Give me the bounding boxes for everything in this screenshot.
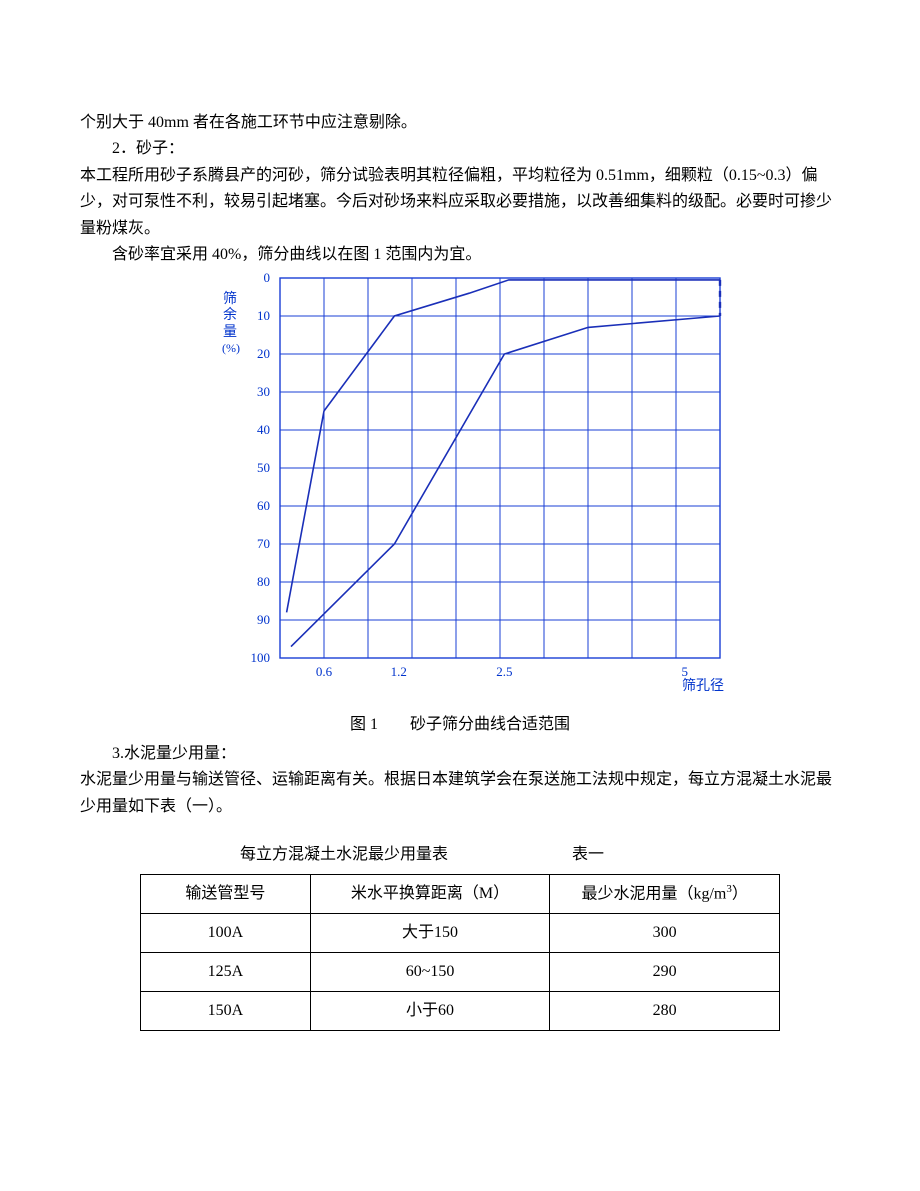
- svg-text:100: 100: [251, 650, 271, 665]
- table-header-cell: 米水平换算距离（M）: [310, 875, 550, 914]
- para-line4: 含砂率宜采用 40%，筛分曲线以在图 1 范围内为宜。: [80, 242, 840, 268]
- table-header-row: 输送管型号米水平换算距离（M）最少水泥用量（kg/m3）: [141, 875, 780, 914]
- svg-text:5: 5: [682, 664, 689, 679]
- sieve-chart: 筛 余 量 (%) 0 10 20 30 40 50 60 70 80 90 100 0.6 1.2 2.…: [160, 268, 760, 708]
- svg-text:50: 50: [257, 460, 270, 475]
- svg-text:1.2: 1.2: [391, 664, 407, 679]
- table-header-cell: 最少水泥用量（kg/m3）: [550, 875, 780, 914]
- svg-text:0: 0: [264, 270, 271, 285]
- para-line3: 本工程所用砂子系腾县产的河砂，筛分试验表明其粒径偏粗，平均粒径为 0.51mm，…: [80, 163, 840, 242]
- table-row: 150A小于60280: [141, 992, 780, 1031]
- svg-text:30: 30: [257, 384, 270, 399]
- table-body: 100A大于150300125A60~150290150A小于60280: [141, 914, 780, 1031]
- table-header-cell: 输送管型号: [141, 875, 311, 914]
- table-row: 125A60~150290: [141, 953, 780, 992]
- table-cell: 大于150: [310, 914, 550, 953]
- svg-text:0.6: 0.6: [316, 664, 333, 679]
- table-cell: 100A: [141, 914, 311, 953]
- para-line2: 2．砂子：: [80, 136, 840, 162]
- chart-y-axis-label: 筛 余 量 (%): [222, 292, 238, 356]
- svg-text:40: 40: [257, 422, 270, 437]
- svg-text:60: 60: [257, 498, 270, 513]
- section-3-heading: 3.水泥量少用量：: [80, 741, 840, 767]
- svg-text:90: 90: [257, 612, 270, 627]
- para-line1: 个别大于 40mm 者在各施工环节中应注意剔除。: [80, 110, 840, 136]
- table-cell: 150A: [141, 992, 311, 1031]
- para-3: 水泥量少用量与输送管径、运输距离有关。根据日本建筑学会在泵送施工法规中规定，每立…: [80, 767, 840, 820]
- table-cell: 小于60: [310, 992, 550, 1031]
- svg-text:80: 80: [257, 574, 270, 589]
- svg-text:70: 70: [257, 536, 270, 551]
- page: 个别大于 40mm 者在各施工环节中应注意剔除。 2．砂子： 本工程所用砂子系腾…: [0, 0, 920, 1191]
- table-title-row: 每立方混凝土水泥最少用量表 表一: [140, 842, 780, 868]
- table-title-right: 表一: [572, 842, 604, 868]
- table-cell: 300: [550, 914, 780, 953]
- table-cell: 290: [550, 953, 780, 992]
- figure-caption: 图 1 砂子筛分曲线合适范围: [80, 712, 840, 738]
- table-cell: 280: [550, 992, 780, 1031]
- chart-svg: 0 10 20 30 40 50 60 70 80 90 100 0.6 1.2 2.5 5筛孔径: [160, 268, 760, 708]
- table-title-left: 每立方混凝土水泥最少用量表: [240, 842, 448, 868]
- table-row: 100A大于150300: [141, 914, 780, 953]
- table-cell: 125A: [141, 953, 311, 992]
- svg-text:筛孔径: 筛孔径: [682, 678, 724, 694]
- cement-usage-table: 输送管型号米水平换算距离（M）最少水泥用量（kg/m3） 100A大于15030…: [140, 874, 780, 1031]
- svg-text:20: 20: [257, 346, 270, 361]
- svg-text:10: 10: [257, 308, 270, 323]
- svg-text:2.5: 2.5: [496, 664, 512, 679]
- table-cell: 60~150: [310, 953, 550, 992]
